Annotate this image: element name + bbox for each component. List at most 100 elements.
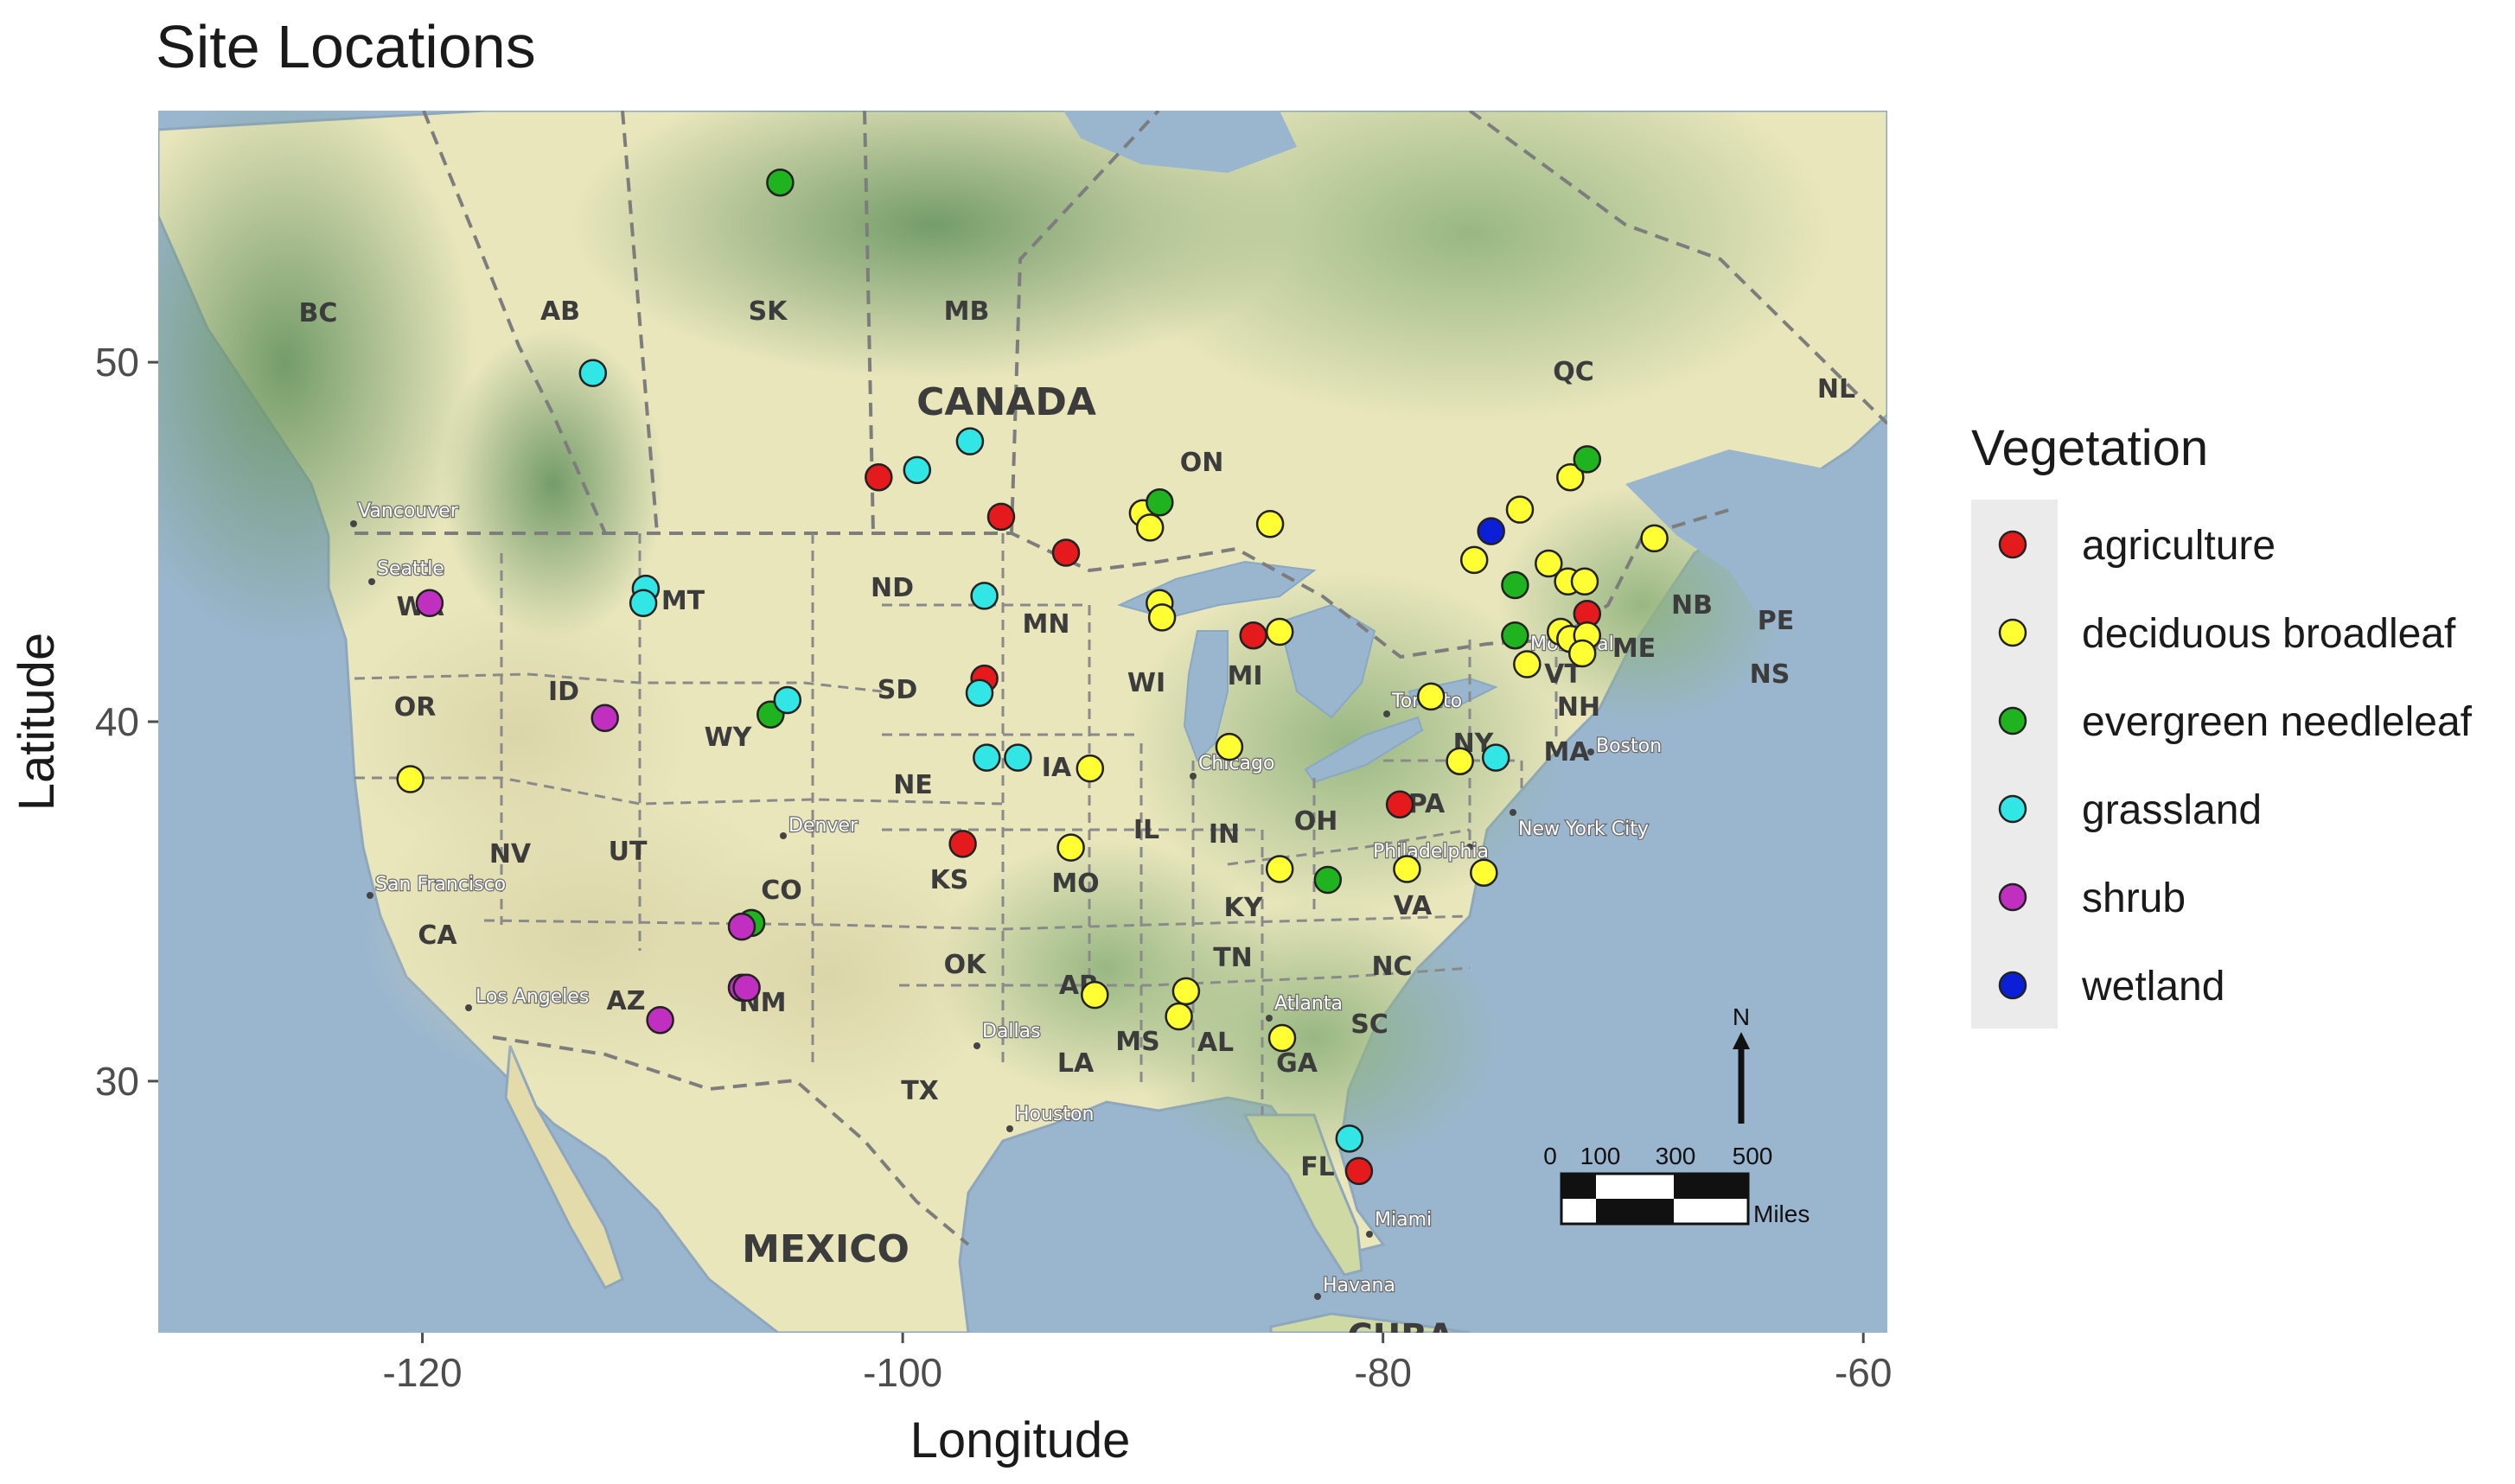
legend-label-grassland: grassland bbox=[2082, 787, 2262, 833]
legend-key-wetland bbox=[1998, 971, 2027, 1000]
region-label: PA bbox=[1408, 789, 1446, 819]
legend-key-deciduous-broadleaf bbox=[1998, 618, 2027, 647]
city-label: San Francisco bbox=[375, 874, 506, 895]
site-point-deciduous-broadleaf-5 bbox=[1147, 603, 1177, 632]
region-label: ON bbox=[1180, 448, 1224, 478]
x-tick-label: -60 bbox=[1835, 1350, 1892, 1395]
region-label: OK bbox=[944, 950, 988, 980]
y-axis: 30 40 50 bbox=[95, 340, 158, 1104]
region-label: BC bbox=[299, 298, 338, 328]
region-label: MB bbox=[944, 296, 990, 327]
legend-title: Vegetation bbox=[1971, 420, 2208, 476]
region-label: WI bbox=[1127, 668, 1165, 698]
region-label: MN bbox=[1023, 609, 1070, 640]
region-label: SK bbox=[749, 296, 789, 327]
hudson-bay bbox=[1063, 111, 1297, 173]
region-label: LA bbox=[1057, 1048, 1095, 1079]
x-tick-label: -100 bbox=[863, 1350, 942, 1395]
region-label: IL bbox=[1133, 815, 1159, 845]
legend-key-grassland bbox=[1998, 794, 2027, 824]
site-point-shrub-6 bbox=[646, 1005, 674, 1035]
site-point-shrub-1 bbox=[415, 589, 444, 618]
region-label: NB bbox=[1671, 590, 1713, 621]
region-label: AB bbox=[540, 296, 580, 327]
chart-title: Site Locations bbox=[156, 13, 536, 80]
region-label: TN bbox=[1213, 943, 1253, 973]
legend-key-shrub bbox=[1998, 882, 2027, 912]
scale-tick-0: 0 bbox=[1543, 1143, 1557, 1169]
site-point-deciduous-broadleaf-2 bbox=[1135, 513, 1165, 542]
region-label: SD bbox=[878, 675, 918, 705]
lake-michigan bbox=[1183, 630, 1229, 762]
region-label: MO bbox=[1051, 869, 1099, 899]
country-borders bbox=[354, 111, 1887, 1246]
country-label-mexico: MEXICO bbox=[742, 1227, 910, 1271]
site-point-grassland-3 bbox=[955, 427, 985, 455]
site-point-deciduous-broadleaf-31 bbox=[1640, 524, 1669, 553]
region-label: OR bbox=[394, 692, 437, 723]
legend-key-agriculture bbox=[1998, 530, 2027, 559]
site-point-deciduous-broadleaf-10 bbox=[1416, 682, 1446, 711]
scale-tick-300: 300 bbox=[1656, 1143, 1696, 1169]
site-point-deciduous-broadleaf-17 bbox=[1165, 1002, 1193, 1031]
region-label: VA bbox=[1394, 891, 1433, 921]
north-arrow: N bbox=[1733, 1003, 1750, 1124]
region-label: ND bbox=[871, 573, 914, 603]
site-point-agriculture-6 bbox=[1239, 621, 1267, 650]
site-point-evergreen-needleleaf-7 bbox=[1501, 621, 1529, 650]
region-label: IA bbox=[1042, 753, 1072, 783]
site-point-evergreen-needleleaf-5 bbox=[1313, 865, 1343, 895]
region-label: ME bbox=[1612, 634, 1656, 664]
city-label: Havana bbox=[1323, 1275, 1395, 1296]
city-label: Dallas bbox=[982, 1021, 1041, 1042]
site-point-deciduous-broadleaf-16 bbox=[1171, 977, 1201, 1006]
site-point-deciduous-broadleaf-11 bbox=[1446, 747, 1474, 775]
site-point-deciduous-broadleaf-19 bbox=[396, 765, 424, 793]
site-point-deciduous-broadleaf-7 bbox=[1215, 732, 1244, 761]
x-axis: -120 -100 -80 -60 bbox=[383, 1333, 1892, 1395]
site-point-grassland-6 bbox=[629, 589, 658, 618]
region-label: NH bbox=[1557, 692, 1600, 723]
region-label: ID bbox=[548, 677, 579, 707]
gulf-of-st-lawrence bbox=[1625, 449, 1887, 657]
site-point-grassland-8 bbox=[773, 685, 802, 715]
legend-label-wetland: wetland bbox=[2081, 964, 2225, 1010]
scale-unit: Miles bbox=[1753, 1201, 1810, 1227]
site-point-deciduous-broadleaf-9 bbox=[1056, 833, 1085, 862]
region-label: TX bbox=[901, 1076, 939, 1106]
site-point-deciduous-broadleaf-25 bbox=[1570, 567, 1599, 596]
legend-key-evergreen-needleleaf bbox=[1998, 706, 2027, 736]
site-point-grassland-7 bbox=[965, 678, 994, 707]
y-axis-title: Latitude bbox=[9, 633, 65, 811]
city-label: Seattle bbox=[377, 558, 444, 580]
region-label: MA bbox=[1543, 737, 1590, 767]
city-labels: Vancouver Seattle San Francisco Los Ange… bbox=[350, 500, 1663, 1300]
site-point-grassland-1 bbox=[578, 359, 608, 387]
region-label: PE bbox=[1758, 606, 1794, 636]
site-point-grassland-4 bbox=[970, 582, 999, 610]
site-point-deciduous-broadleaf-23 bbox=[1535, 549, 1563, 578]
city-label: Los Angeles bbox=[476, 986, 589, 1008]
site-point-agriculture-2 bbox=[986, 502, 1016, 532]
site-point-deciduous-broadleaf-29 bbox=[1567, 639, 1597, 668]
region-label: IN bbox=[1209, 819, 1240, 850]
site-point-grassland-10 bbox=[1004, 743, 1032, 772]
site-point-deciduous-broadleaf-20 bbox=[1459, 545, 1489, 575]
city-label: Boston bbox=[1596, 736, 1662, 757]
x-tick-label: -120 bbox=[383, 1350, 463, 1395]
site-point-evergreen-needleleaf-8 bbox=[1573, 445, 1602, 474]
y-tick-label: 50 bbox=[95, 340, 139, 385]
site-point-agriculture-1 bbox=[865, 462, 893, 492]
x-tick-label: -80 bbox=[1354, 1350, 1411, 1395]
legend-key-background bbox=[1971, 500, 2058, 1029]
legend-label-evergreen-needleleaf: evergreen needleleaf bbox=[2082, 699, 2473, 745]
legend-label-deciduous-broadleaf: deciduous broadleaf bbox=[2082, 611, 2456, 657]
x-axis-title: Longitude bbox=[910, 1412, 1131, 1468]
site-point-agriculture-9 bbox=[1344, 1156, 1374, 1186]
region-label: CO bbox=[761, 876, 802, 906]
region-label: QC bbox=[1553, 357, 1594, 387]
site-point-agriculture-5 bbox=[948, 830, 977, 858]
site-point-agriculture-7 bbox=[1385, 790, 1414, 818]
site-point-deciduous-broadleaf-21 bbox=[1505, 495, 1535, 524]
